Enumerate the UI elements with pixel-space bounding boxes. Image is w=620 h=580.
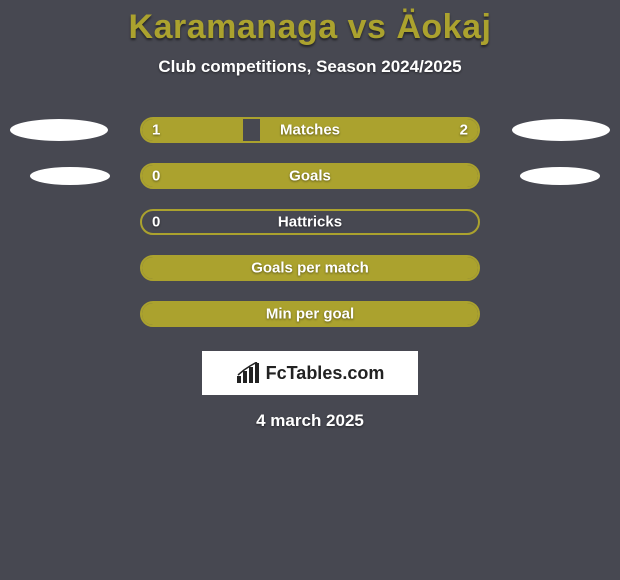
stat-row-hattricks: 0Hattricks — [0, 199, 620, 245]
date-label: 4 march 2025 — [0, 411, 620, 431]
logo-text: FcTables.com — [266, 363, 385, 384]
stat-value-left: 0 — [152, 214, 160, 231]
stat-bar-min_per_goal: Min per goal — [140, 301, 480, 327]
player-right-marker — [512, 119, 610, 141]
stat-value-right: 2 — [460, 122, 468, 139]
logo: FcTables.com — [236, 362, 385, 384]
logo-box: FcTables.com — [202, 351, 418, 395]
player-right-marker — [520, 167, 600, 185]
player-left-marker — [30, 167, 110, 185]
stat-row-matches: 12Matches — [0, 107, 620, 153]
stat-value-left: 0 — [152, 168, 160, 185]
stat-bar-matches: 12Matches — [140, 117, 480, 143]
title-row: Karamanaga vs Äokaj — [0, 0, 620, 47]
stat-bar-right-fill — [142, 303, 478, 325]
stat-bar-hattricks: 0Hattricks — [140, 209, 480, 235]
stat-bar-goals_per_match: Goals per match — [140, 255, 480, 281]
player-left-marker — [10, 119, 108, 141]
stat-row-min_per_goal: Min per goal — [0, 291, 620, 337]
stat-row-goals: 0Goals — [0, 153, 620, 199]
comparison-chart: 12Matches0Goals0HattricksGoals per match… — [0, 107, 620, 337]
stat-bar-right-fill — [142, 165, 478, 187]
subtitle: Club competitions, Season 2024/2025 — [0, 57, 620, 77]
stat-value-left: 1 — [152, 122, 160, 139]
page-title: Karamanaga vs Äokaj — [129, 8, 492, 46]
stat-bar-right-fill — [142, 257, 478, 279]
stat-row-goals_per_match: Goals per match — [0, 245, 620, 291]
stat-bar-goals: 0Goals — [140, 163, 480, 189]
stat-bar-right-fill — [260, 119, 478, 141]
bar-chart-icon — [236, 362, 260, 384]
stat-label: Hattricks — [142, 214, 478, 231]
